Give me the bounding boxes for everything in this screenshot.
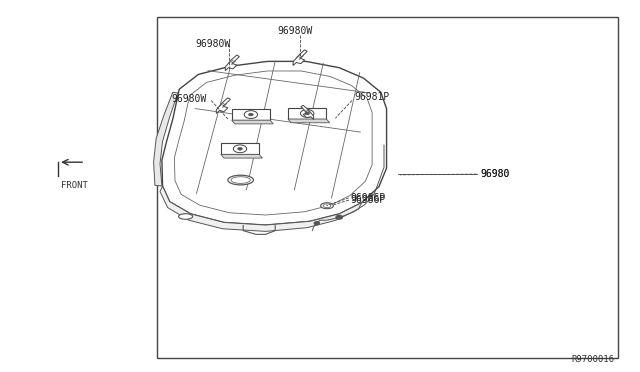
Circle shape (244, 111, 258, 119)
Text: 96980: 96980 (480, 169, 509, 179)
Ellipse shape (321, 203, 333, 209)
Circle shape (336, 215, 342, 219)
Text: 96980W: 96980W (195, 39, 230, 49)
Polygon shape (225, 55, 239, 71)
Polygon shape (288, 108, 326, 119)
Text: 96980: 96980 (480, 169, 509, 179)
Polygon shape (160, 186, 362, 231)
Circle shape (305, 112, 310, 115)
Polygon shape (293, 50, 307, 65)
Circle shape (301, 109, 314, 118)
Text: 96980W: 96980W (278, 26, 313, 36)
Ellipse shape (179, 214, 193, 219)
Ellipse shape (231, 177, 250, 183)
Polygon shape (162, 61, 387, 225)
Ellipse shape (323, 204, 331, 208)
Polygon shape (221, 154, 262, 158)
Polygon shape (175, 71, 372, 215)
Text: 96980W: 96980W (171, 94, 206, 103)
Polygon shape (232, 120, 273, 124)
Ellipse shape (228, 175, 253, 185)
Bar (157, 17, 618, 358)
Circle shape (234, 145, 247, 153)
Polygon shape (216, 98, 230, 113)
Polygon shape (154, 92, 178, 186)
Text: 96981P: 96981P (354, 92, 389, 102)
Text: R9700016: R9700016 (572, 355, 614, 364)
Polygon shape (301, 105, 314, 119)
Text: 96986P: 96986P (351, 195, 386, 205)
Polygon shape (221, 143, 259, 154)
Polygon shape (288, 119, 330, 123)
Circle shape (248, 113, 253, 116)
Polygon shape (232, 109, 270, 120)
Text: 96986P: 96986P (351, 193, 386, 203)
Circle shape (237, 147, 243, 150)
Circle shape (314, 222, 319, 225)
Text: FRONT: FRONT (61, 181, 88, 190)
